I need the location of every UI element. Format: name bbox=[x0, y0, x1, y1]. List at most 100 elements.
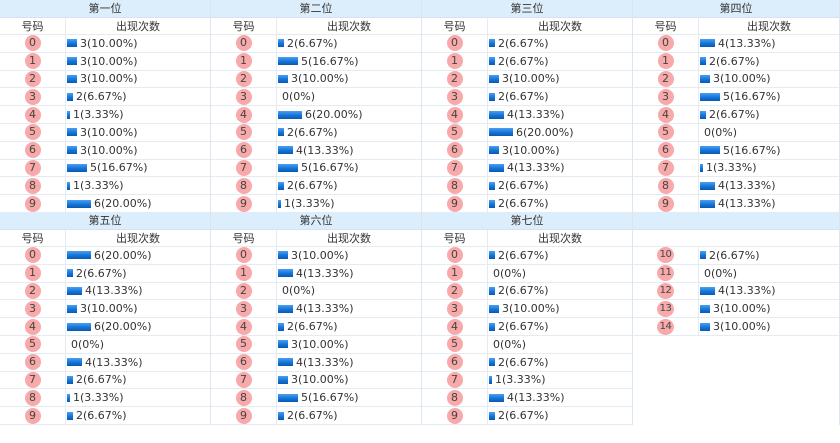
count-cell: 2(6.67%) bbox=[277, 177, 421, 194]
table-row: 4 6(20.00%) bbox=[211, 106, 421, 124]
number-cell: 8 bbox=[211, 177, 277, 195]
count-cell: 0(0%) bbox=[699, 124, 839, 141]
number-ball: 9 bbox=[235, 195, 252, 212]
number-ball: 8 bbox=[446, 389, 463, 406]
count-cell: 2(6.67%) bbox=[488, 354, 632, 371]
number-ball: 7 bbox=[24, 371, 41, 388]
number-ball: 0 bbox=[24, 247, 41, 264]
frequency-value: 6(20.00%) bbox=[305, 108, 363, 122]
column-header-row: 号码 出现次数 bbox=[211, 18, 421, 35]
table-row: 11 0(0%) bbox=[633, 264, 839, 283]
number-cell: 8 bbox=[0, 177, 66, 195]
frequency-bar bbox=[489, 411, 495, 420]
number-cell: 2 bbox=[211, 282, 277, 300]
number-cell: 2 bbox=[0, 70, 66, 88]
table-row: 3 2(6.67%) bbox=[0, 88, 210, 107]
count-cell: 2(6.67%) bbox=[488, 283, 632, 300]
frequency-value: 1(3.33%) bbox=[73, 179, 124, 193]
count-cell: 4(13.33%) bbox=[488, 389, 632, 406]
frequency-bar bbox=[489, 358, 495, 367]
group-title: 第一位 bbox=[0, 0, 210, 18]
table-row: 10 2(6.67%) bbox=[633, 247, 839, 265]
number-cell: 6 bbox=[211, 141, 277, 159]
frequency-bar bbox=[489, 286, 495, 295]
number-ball: 5 bbox=[235, 124, 252, 141]
frequency-value: 4(13.33%) bbox=[296, 302, 354, 316]
number-cell: 8 bbox=[422, 177, 488, 195]
frequency-value: 3(10.00%) bbox=[713, 320, 771, 334]
frequency-value: 3(10.00%) bbox=[291, 373, 349, 387]
table-row: 5 0(0%) bbox=[633, 123, 839, 142]
frequency-bar bbox=[67, 128, 77, 137]
number-ball: 3 bbox=[657, 88, 674, 105]
number-ball: 4 bbox=[446, 318, 463, 335]
number-ball: 1 bbox=[235, 265, 252, 282]
count-cell: 2(6.67%) bbox=[277, 124, 421, 141]
count-cell: 2(6.67%) bbox=[488, 247, 632, 264]
count-cell: 1(3.33%) bbox=[699, 160, 839, 177]
frequency-bar bbox=[67, 146, 77, 155]
count-cell: 3(10.00%) bbox=[66, 142, 210, 159]
table-row: 1 5(16.67%) bbox=[211, 52, 421, 71]
frequency-bar bbox=[489, 199, 495, 208]
number-cell: 3 bbox=[211, 88, 277, 106]
count-cell: 5(16.67%) bbox=[277, 53, 421, 70]
frequency-value: 4(13.33%) bbox=[507, 161, 565, 175]
number-cell: 4 bbox=[0, 106, 66, 123]
table-row: 7 5(16.67%) bbox=[211, 159, 421, 178]
number-cell: 6 bbox=[0, 141, 66, 159]
frequency-bar bbox=[489, 181, 495, 190]
frequency-bar bbox=[278, 163, 298, 172]
count-cell: 1(3.33%) bbox=[277, 195, 421, 212]
count-cell: 3(10.00%) bbox=[66, 53, 210, 70]
number-cell: 5 bbox=[211, 335, 277, 353]
frequency-bar bbox=[700, 251, 706, 260]
number-ball: 7 bbox=[24, 159, 41, 176]
number-ball: 5 bbox=[24, 336, 41, 353]
frequency-value: 4(13.33%) bbox=[296, 266, 354, 280]
table-row: 9 2(6.67%) bbox=[0, 407, 210, 425]
column-header-row: 号码 出现次数 bbox=[211, 230, 421, 247]
number-ball: 2 bbox=[446, 70, 463, 87]
frequency-bar bbox=[278, 57, 298, 66]
frequency-bar bbox=[67, 375, 73, 384]
frequency-value: 4(13.33%) bbox=[85, 284, 143, 298]
frequency-value: 6(20.00%) bbox=[94, 320, 152, 334]
count-cell: 2(6.67%) bbox=[277, 407, 421, 424]
position-group: 第三位 号码 出现次数 0 2(6.67%) 1 2(6.67%) 2 3(10.00%) 3 2(… bbox=[422, 0, 633, 213]
table-row: 8 2(6.67%) bbox=[422, 177, 632, 196]
number-cell: 7 bbox=[422, 371, 488, 389]
table-row: 4 2(6.67%) bbox=[211, 318, 421, 336]
number-cell: 0 bbox=[0, 35, 66, 52]
number-cell: 11 bbox=[633, 264, 699, 282]
frequency-bar bbox=[67, 199, 91, 208]
table-row: 6 4(13.33%) bbox=[211, 353, 421, 372]
frequency-value: 2(6.67%) bbox=[287, 409, 338, 423]
group-title: 第六位 bbox=[211, 212, 421, 230]
frequency-value: 2(6.67%) bbox=[287, 125, 338, 139]
number-column-header: 号码 bbox=[211, 18, 277, 34]
table-row: 0 2(6.67%) bbox=[422, 247, 632, 265]
number-cell: 6 bbox=[0, 353, 66, 371]
number-ball: 0 bbox=[24, 35, 41, 52]
table-row: 8 4(13.33%) bbox=[422, 389, 632, 408]
frequency-value: 5(16.67%) bbox=[723, 143, 781, 157]
count-cell: 0(0%) bbox=[699, 265, 839, 282]
table-row: 3 4(13.33%) bbox=[211, 300, 421, 319]
table-row: 2 4(13.33%) bbox=[0, 282, 210, 301]
count-cell: 4(13.33%) bbox=[277, 300, 421, 317]
number-ball: 1 bbox=[24, 265, 41, 282]
number-ball: 12 bbox=[657, 282, 674, 299]
frequency-value: 3(10.00%) bbox=[713, 72, 771, 86]
frequency-value: 0(0%) bbox=[282, 90, 316, 104]
frequency-value: 1(3.33%) bbox=[706, 161, 757, 175]
frequency-bar bbox=[67, 411, 73, 420]
frequency-value: 2(6.67%) bbox=[76, 373, 127, 387]
number-ball: 4 bbox=[657, 106, 674, 123]
count-cell: 2(6.67%) bbox=[66, 372, 210, 389]
table-row: 13 3(10.00%) bbox=[633, 300, 839, 319]
number-column-header: 号码 bbox=[211, 230, 277, 246]
number-cell: 1 bbox=[0, 52, 66, 70]
number-ball: 6 bbox=[24, 142, 41, 159]
number-ball: 0 bbox=[446, 35, 463, 52]
